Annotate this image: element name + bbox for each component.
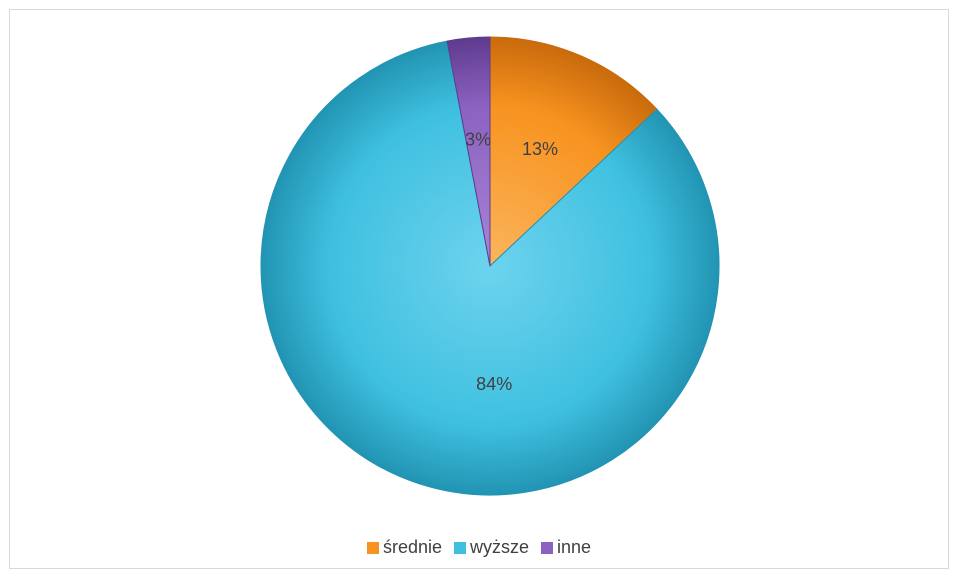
legend-label-inne: inne xyxy=(557,537,592,557)
legend-item-srednie: średnie xyxy=(366,537,442,558)
legend-item-wyzsze: wyższe xyxy=(454,537,529,558)
data-label-inne: 3% xyxy=(465,129,491,149)
legend-swatch-wyzsze xyxy=(454,541,466,554)
pie-slice-inne xyxy=(446,36,491,267)
legend-item-inne: inne xyxy=(541,537,591,558)
pie-slice-srednie xyxy=(489,36,658,267)
pie-slices xyxy=(260,36,720,496)
chart-legend: średnie wyższe inne xyxy=(0,537,958,558)
pie-chart: 13% 84% 3% xyxy=(260,36,720,496)
legend-label-srednie: średnie xyxy=(382,537,442,557)
pie-slice-wyzsze xyxy=(260,40,720,496)
legend-label-wyzsze: wyższe xyxy=(470,537,530,557)
legend-swatch-srednie xyxy=(366,541,379,554)
legend-swatch-inne xyxy=(541,541,554,554)
data-label-wyzsze: 84% xyxy=(476,374,512,394)
pie-data-labels: 13% 84% 3% xyxy=(465,129,558,393)
data-label-srednie: 13% xyxy=(522,139,558,159)
